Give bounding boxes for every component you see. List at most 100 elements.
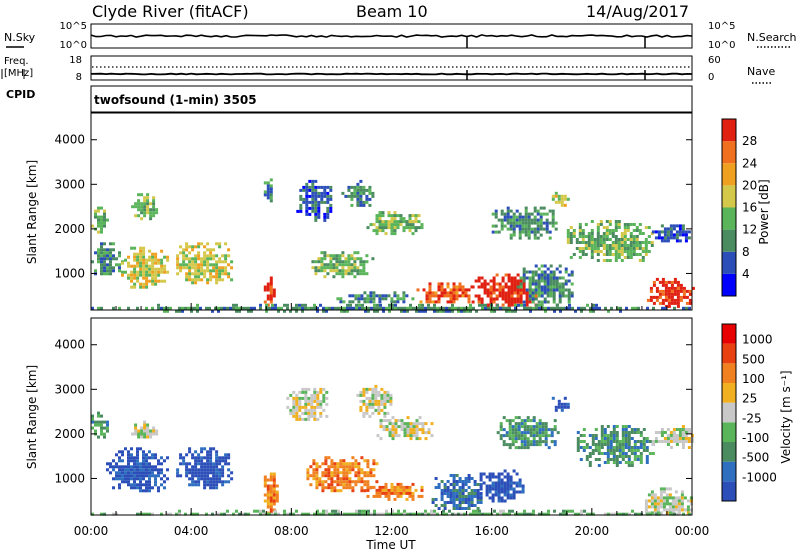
velocity-cell [212,477,216,481]
velocity-cell [304,405,308,409]
velocity-cell [133,456,136,460]
power-cell [335,254,339,258]
power-cell [669,230,673,234]
velocity-cell [136,477,139,481]
velocity-cell [295,399,299,403]
power-cell [323,257,327,261]
power-cell [537,273,541,277]
power-cell [626,250,630,253]
velocity-cell [363,489,367,493]
power-cell [314,200,318,204]
power-cell [109,269,112,273]
velocity-cell [627,443,631,446]
power-cell [229,306,232,310]
power-cell [151,261,155,265]
velocity-cell [576,437,580,440]
velocity-cell [212,483,216,487]
power-cell [528,276,532,280]
velocity-cell [154,480,157,484]
power-cell [486,282,490,286]
power-cell [440,282,444,286]
power-cell [507,273,511,277]
velocity-cell [654,431,658,434]
power-cell [399,220,403,224]
velocity-cell [166,456,169,460]
power-cell [154,261,158,265]
power-cell [498,285,502,289]
velocity-cell [506,493,510,497]
power-cell [142,285,146,289]
freq-label: Freq. [4,56,29,67]
velocity-cell [391,512,394,516]
velocity-cell [675,434,679,437]
cpid-program: twofsound (1-min) 3505 [94,93,257,107]
velocity-cell [275,484,279,488]
velocity-cell [532,443,536,447]
velocity-cell [437,486,441,489]
velocity-cell [612,440,616,443]
velocity-cell [388,419,392,423]
power-cell [329,209,333,213]
velocity-cell [369,485,373,489]
power-colorbar-segment [722,163,736,186]
power-cell [137,205,141,209]
power-cell [649,295,653,299]
velocity-cell [478,509,481,513]
velocity-cell [517,434,521,438]
power-cell [335,263,339,267]
power-cell [100,242,103,246]
power-cell [400,306,403,310]
velocity-cell [403,425,407,429]
power-cell [151,306,154,310]
velocity-cell [508,434,512,438]
power-cell [509,218,513,222]
velocity-cell [316,509,319,513]
x-tick-label: 04:00 [174,524,209,538]
power-cell [269,187,273,191]
velocity-cell [603,452,607,455]
velocity-cell [535,425,539,429]
power-cell [664,292,668,296]
power-cell [504,273,508,277]
power-cell [178,306,181,310]
power-cell [97,248,100,252]
power-cell [266,187,270,191]
velocity-cell [139,486,142,490]
power-cell [103,221,106,225]
velocity-cell [151,512,154,516]
power-cell [215,266,219,270]
power-cell [583,306,586,310]
velocity-cell [298,390,302,394]
power-cell [646,298,650,302]
velocity-cell [612,434,616,437]
power-cell [188,260,192,264]
power-cell [277,306,280,310]
velocity-cell [230,471,234,475]
velocity-cell [580,512,583,516]
power-cell [529,309,532,313]
power-cell [187,306,190,310]
velocity-cell [115,453,118,457]
power-cell [311,206,315,210]
power-cell [381,229,385,233]
velocity-cell [621,425,625,428]
velocity-cell [103,512,106,516]
velocity-cell [517,428,521,432]
velocity-cell [348,486,352,490]
power-cell [151,276,155,280]
velocity-cell [515,481,519,485]
velocity-cell [394,431,398,435]
power-cell [359,269,363,273]
power-cell [681,233,685,237]
power-cell [112,257,115,261]
velocity-colorbar-segment [722,402,736,423]
power-cell [185,245,189,249]
power-cell [578,256,582,259]
power-cell [353,260,357,264]
velocity-cell [298,408,302,412]
velocity-cell [390,491,394,495]
velocity-cell [316,393,320,397]
power-cell [109,263,112,267]
power-cell [596,250,600,253]
power-cell [501,288,505,292]
